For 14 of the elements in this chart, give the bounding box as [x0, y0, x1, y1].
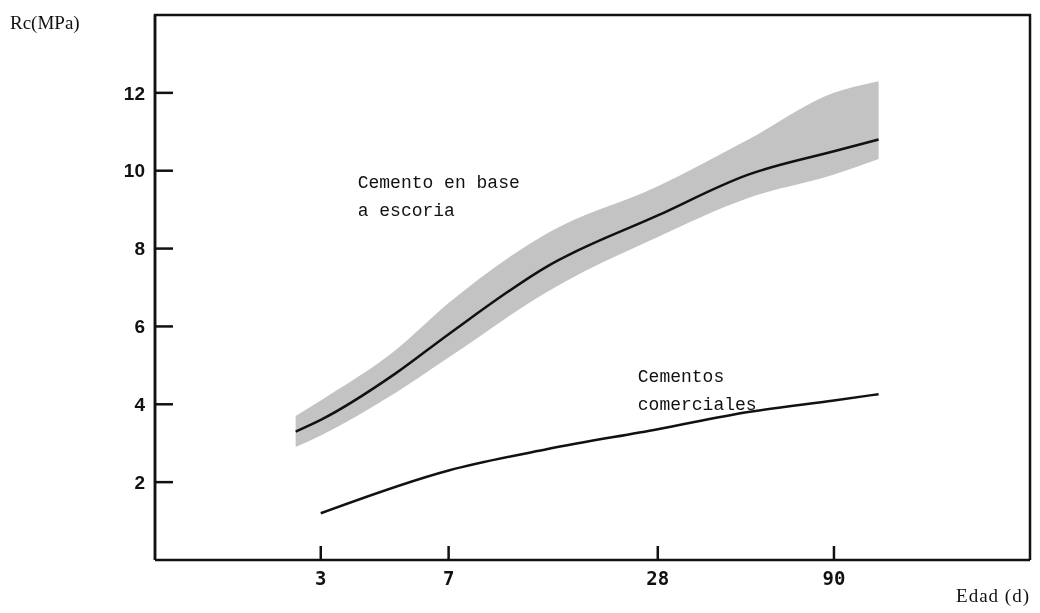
series-label: Cementos comerciales — [637, 366, 758, 418]
y-tick-label: 2 — [134, 471, 145, 493]
y-tick-label: 10 — [123, 160, 145, 182]
x-tick-label: 3 — [315, 567, 327, 590]
text: Cemento en base a escoria — [357, 172, 521, 223]
y-axis-title: Rc(MPa) — [10, 12, 80, 34]
y-tick-label: 4 — [134, 394, 146, 416]
x-tick-label: 28 — [646, 567, 670, 590]
x-tick-label: 7 — [442, 567, 455, 590]
x-axis-title: Edad (d) — [956, 585, 1030, 607]
x-tick-label: 90 — [822, 567, 846, 590]
y-tick-label: 8 — [134, 238, 145, 260]
y-tick-label: 12 — [123, 82, 145, 104]
y-tick-label: 6 — [134, 316, 145, 338]
